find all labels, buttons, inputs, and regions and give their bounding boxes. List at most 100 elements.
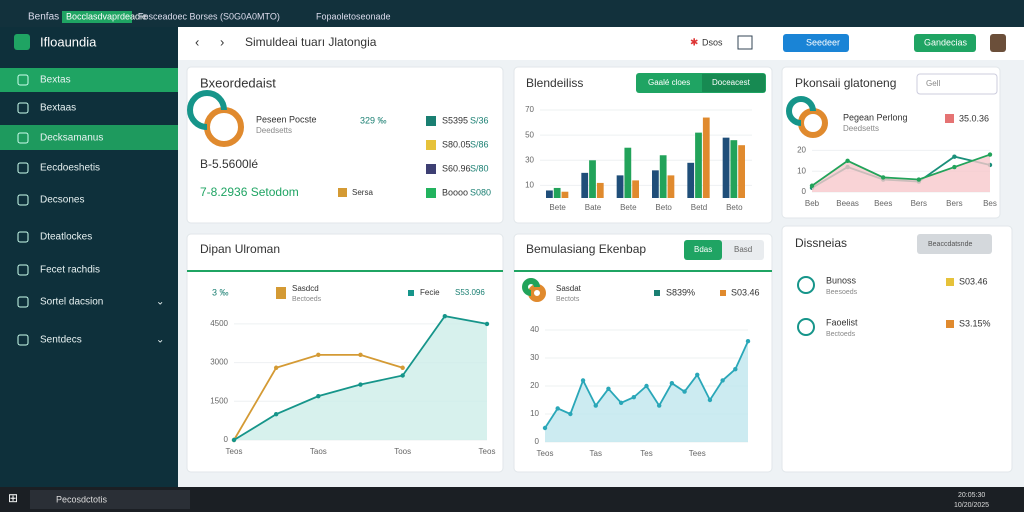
action-label[interactable]: Gandecias [924,37,968,47]
toggle-label[interactable]: Bdas [694,245,712,254]
nav-icon[interactable] [17,102,29,114]
label: S03.46 [959,276,988,286]
bar [589,160,596,198]
point [606,386,611,391]
point [400,365,405,370]
logo: Ifloaundia [40,34,97,49]
point [555,406,560,411]
nav-icon[interactable] [17,132,29,144]
tab[interactable]: Benfas [28,12,59,23]
tool-icon[interactable]: ✱ [690,38,698,49]
nav-active[interactable] [0,68,178,92]
nav-item[interactable]: Eecdoeshetis [40,163,100,174]
x-tick-label: Teos [226,447,243,456]
swatch [426,116,436,126]
point [916,177,921,182]
toggle-on[interactable] [684,240,722,260]
nav-icon[interactable] [17,264,29,276]
sidebar [0,27,178,487]
bar [652,170,659,198]
tools[interactable]: Dsos [702,37,723,47]
label: S/80 [470,163,489,173]
forward[interactable]: › [220,34,224,49]
point [580,378,586,383]
point [358,352,363,358]
search-button[interactable] [783,34,849,52]
y-tick-label: 0 [224,435,229,444]
dropdown[interactable] [916,73,998,95]
label: Peseen Pocste [256,114,317,124]
x-tick-label: Toos [394,447,411,456]
view-toggle[interactable] [737,35,753,50]
nav-item[interactable]: Decksamanus [40,133,103,144]
tab[interactable]: Fopaoletoseonade [316,11,391,21]
toggle-label[interactable]: Doceacest [712,78,751,87]
nav-icon[interactable] [17,296,29,308]
nav-item[interactable]: Bextas [40,75,71,86]
swatch [408,290,414,296]
card-title: Pkonsaii glatoneng [795,76,896,90]
search-label[interactable]: Seedeer [806,37,840,47]
avatar[interactable] [990,34,1006,52]
x-tick-label: Tes [640,449,652,458]
nav-item[interactable]: Fecet rachdis [40,265,100,276]
point [733,367,738,372]
nav-item[interactable]: Sortel dacsion [40,297,103,308]
nav-highlight[interactable] [0,125,178,150]
clock: 20:05:30 [958,492,985,499]
point [273,365,279,370]
start[interactable]: ⊞ [8,491,18,505]
nav-item[interactable]: Dteatlockes [40,232,92,243]
donut-part [786,96,816,126]
toggle-label[interactable]: Basd [734,245,752,254]
y-tick-label: 0 [802,187,807,196]
label: Bectoeds [826,331,856,338]
nav-item[interactable]: Bextaas [40,103,76,114]
button-label[interactable]: Beaccdatsnde [928,241,972,248]
bar [546,190,553,198]
logo-icon [14,34,30,50]
point [273,412,279,417]
search-text[interactable]: Pecosdctotis [56,494,108,504]
action-button[interactable] [914,34,976,52]
swatch [426,140,436,150]
back[interactable]: ‹ [195,34,199,49]
card-title: Bemulasiang Ekenbap [526,242,646,256]
dropdown-label[interactable]: Gell [926,79,940,88]
point [707,397,713,403]
active-tab[interactable] [62,11,132,23]
x-tick-label: Beb [805,199,820,208]
y-tick-label: 4500 [210,319,228,328]
card-title: Dipan Ulroman [200,242,280,256]
label: Bunoss [826,275,857,285]
label: Faoelist [826,317,858,327]
swatch [654,290,660,296]
bar [596,182,604,198]
filter-button[interactable] [917,234,992,254]
point [231,437,237,443]
taskbar-search[interactable] [30,490,190,509]
label: Fecie [420,288,440,297]
nav-icon[interactable] [17,231,29,243]
nav-icon[interactable] [17,194,29,206]
card-title: Blendeiliss [526,76,583,90]
nav-item[interactable]: Sentdecs [40,335,82,346]
nav-icon[interactable] [17,334,29,346]
x-tick-label: Beeas [836,199,859,208]
point [618,400,624,405]
nav-item[interactable]: Decsones [40,195,84,206]
tab[interactable]: Fosceadoec Borses (S0G0A0MTO) [138,11,280,21]
toggle-label[interactable]: Gaalé cloes [648,78,690,87]
bar [687,162,695,198]
bar [730,140,738,198]
x-tick-label: Bers [946,199,962,208]
point [442,313,448,319]
label: S03.46 [731,287,760,297]
swatch [426,188,436,198]
tab[interactable]: Bocclasdvaprdeadie [66,11,147,21]
point [682,389,687,394]
x-tick-label: Tas [590,449,602,458]
label: S/86 [470,139,489,149]
nav-icon[interactable] [17,74,29,86]
nav-icon[interactable] [17,162,29,174]
